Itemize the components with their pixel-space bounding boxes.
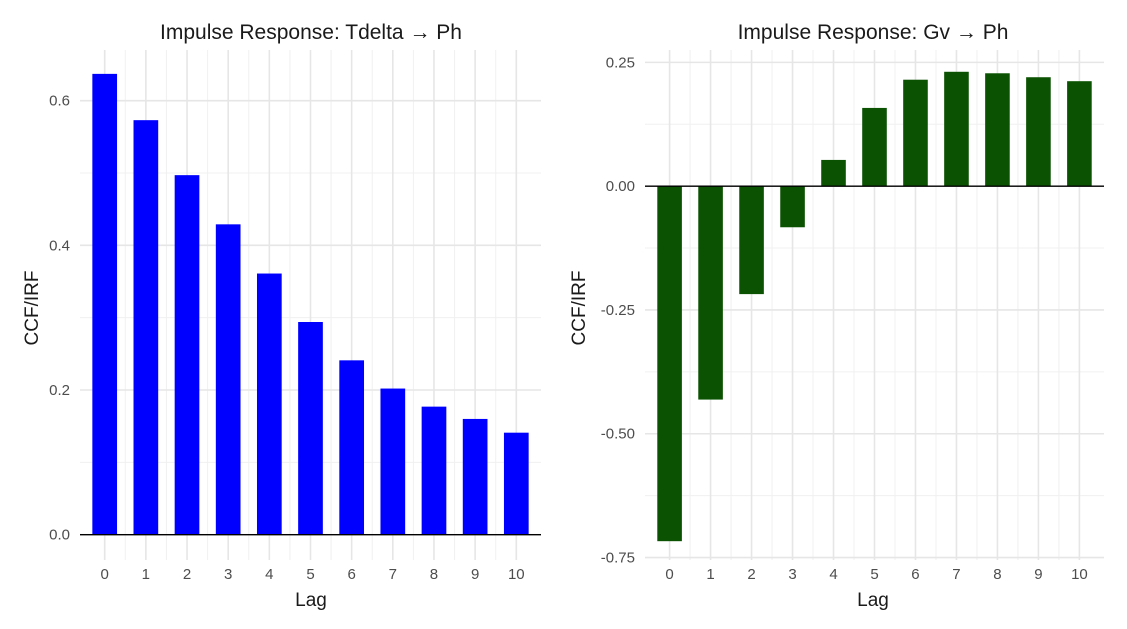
y-tick-label: 0.6 (49, 93, 70, 110)
bar-lag-3 (215, 224, 241, 535)
x-tick-label: 4 (829, 566, 837, 583)
x-tick-label: 7 (389, 566, 397, 583)
x-tick-label: 5 (870, 566, 878, 583)
x-tick-label: 1 (706, 566, 714, 583)
x-tick-label: 2 (747, 566, 755, 583)
y-tick-label: -0.25 (601, 302, 635, 319)
bar-lag-8 (421, 406, 447, 535)
x-tick-label: 9 (1034, 566, 1042, 583)
bar-lag-7 (944, 71, 969, 187)
y-tick-label: -0.50 (601, 426, 635, 443)
x-tick-label: 3 (224, 566, 232, 583)
x-tick-label: 0 (101, 566, 109, 583)
bar-lag-4 (256, 273, 282, 535)
bar-lag-0 (657, 186, 682, 542)
y-tick-label: 0.25 (606, 54, 635, 71)
x-tick-label: 10 (508, 566, 525, 583)
y-tick-label: -0.75 (601, 550, 635, 567)
x-tick-label: 6 (911, 566, 919, 583)
left-panel: Impulse Response: Tdelta → Ph Lag CCF/IR… (22, 21, 541, 611)
bar-lag-1 (698, 186, 723, 400)
x-tick-label: 9 (471, 566, 479, 583)
x-tick-label: 7 (952, 566, 960, 583)
bar-lag-0 (92, 73, 118, 535)
x-tick-label: 0 (665, 566, 673, 583)
x-tick-labels: 0 1 2 3 4 5 6 7 8 9 10 (665, 566, 1087, 583)
x-tick-label: 3 (788, 566, 796, 583)
y-tick-label: 0.2 (49, 382, 70, 399)
x-tick-label: 8 (993, 566, 1001, 583)
right-panel: Impulse Response: Gv → Ph Lag CCF/IRF 0 1… (569, 21, 1104, 611)
bar-lag-6 (903, 79, 928, 187)
y-tick-label: 0.00 (606, 178, 635, 195)
bar-lag-5 (298, 322, 323, 535)
y-tick-label: 0.0 (49, 527, 70, 544)
bar-lag-9 (462, 418, 488, 535)
x-tick-label: 2 (183, 566, 191, 583)
bar-lag-6 (339, 360, 365, 535)
y-axis-label: CCF/IRF (22, 271, 43, 346)
bar-lag-10 (503, 432, 529, 535)
x-tick-labels: 0 1 2 3 4 5 6 7 8 9 10 (101, 566, 525, 583)
bar-lag-3 (780, 186, 805, 228)
bars (80, 73, 541, 536)
y-tick-labels: -0.75 -0.50 -0.25 0.00 0.25 (601, 54, 635, 566)
bar-lag-8 (985, 73, 1010, 187)
x-tick-label: 8 (430, 566, 438, 583)
y-tick-label: 0.4 (49, 237, 70, 254)
x-tick-label: 4 (265, 566, 273, 583)
chart-title: Impulse Response: Gv → Ph (738, 21, 1009, 44)
bar-lag-9 (1026, 77, 1051, 187)
x-tick-label: 10 (1071, 566, 1088, 583)
chart-title: Impulse Response: Tdelta → Ph (160, 21, 462, 44)
bar-lag-2 (739, 186, 764, 295)
y-axis-label: CCF/IRF (569, 271, 590, 346)
bar-lag-5 (862, 107, 887, 187)
bar-lag-2 (174, 175, 200, 535)
x-tick-label: 1 (142, 566, 150, 583)
x-tick-label: 6 (347, 566, 355, 583)
gridlines (645, 50, 1104, 560)
bars (645, 71, 1104, 542)
x-axis-label: Lag (295, 590, 327, 611)
x-axis-label: Lag (857, 590, 889, 611)
bar-lag-1 (133, 120, 159, 535)
y-tick-labels: 0.0 0.2 0.4 0.6 (49, 93, 70, 544)
bar-lag-4 (821, 159, 846, 187)
x-tick-label: 5 (306, 566, 314, 583)
bar-lag-7 (380, 388, 406, 535)
bar-lag-10 (1067, 81, 1092, 187)
